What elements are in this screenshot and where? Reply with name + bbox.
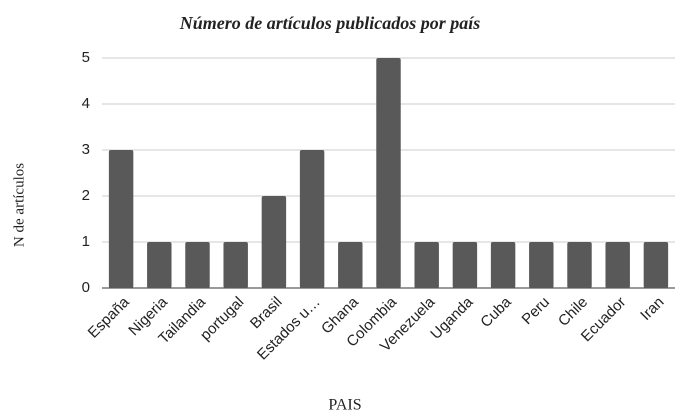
chart-title: Número de artículos publicados por país (179, 13, 481, 33)
bar (529, 242, 554, 288)
x-axis-label: PAIS (328, 397, 361, 414)
x-tick-label: Uganda (427, 293, 477, 343)
x-tick-label: Cuba (477, 293, 515, 331)
y-tick-label: 5 (82, 49, 90, 66)
y-tick-label: 1 (82, 233, 90, 250)
bar (185, 242, 210, 288)
bar (376, 58, 401, 288)
x-tick-label: Peru (519, 294, 553, 328)
y-tick-label: 2 (82, 187, 90, 204)
bar (108, 150, 134, 288)
y-tick-label: 3 (82, 141, 90, 158)
x-tick-label: Iran (637, 294, 667, 324)
bar (338, 242, 363, 288)
y-tick-label: 0 (82, 279, 90, 296)
bar (490, 242, 516, 288)
bar (261, 196, 287, 288)
bar (567, 242, 592, 288)
bar (452, 242, 478, 288)
bar (414, 242, 439, 288)
x-tick-label: España (85, 293, 133, 341)
bar (147, 242, 172, 288)
bar (605, 242, 630, 288)
y-axis-label: N de artículos (11, 163, 27, 247)
bar (643, 242, 669, 288)
bar (223, 242, 248, 288)
y-tick-label: 4 (82, 95, 90, 112)
bar (299, 150, 325, 288)
